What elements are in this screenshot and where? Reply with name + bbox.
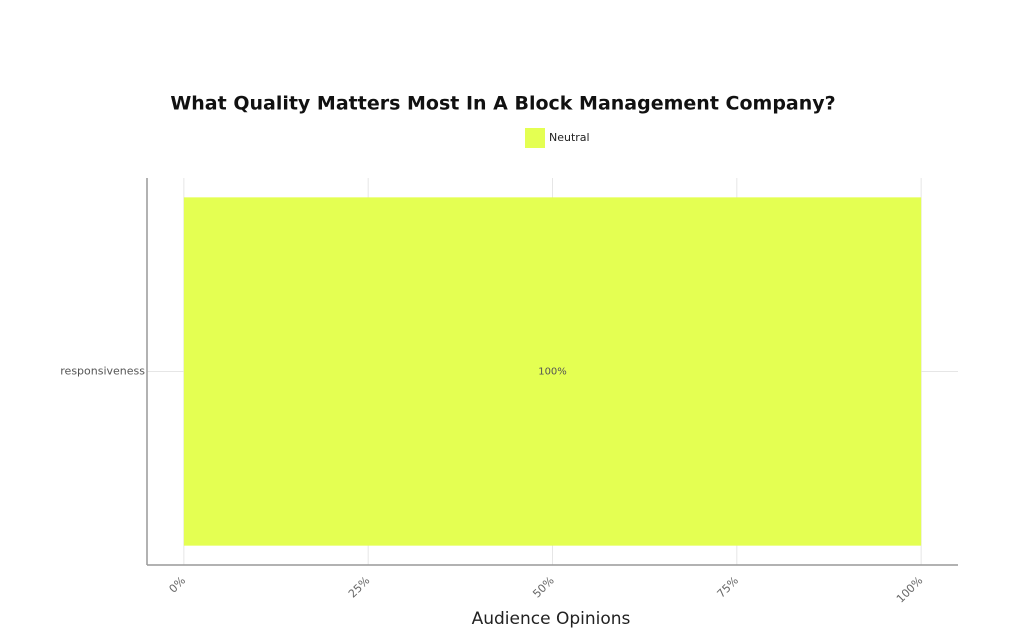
y-tick-label: responsiveness xyxy=(60,365,145,378)
chart-title: What Quality Matters Most In A Block Man… xyxy=(170,93,835,115)
data-label: 100% xyxy=(538,367,567,378)
x-tick-label: 0% xyxy=(167,574,189,596)
x-tick-label: 25% xyxy=(346,574,372,600)
legend-label: Neutral xyxy=(549,131,590,144)
x-tick-label: 75% xyxy=(715,574,741,600)
x-axis-label: Audience Opinions xyxy=(472,609,631,629)
legend-swatch xyxy=(525,128,545,148)
x-tick-label: 50% xyxy=(530,574,556,600)
bar xyxy=(183,197,922,546)
x-tick-label: 100% xyxy=(894,574,925,605)
